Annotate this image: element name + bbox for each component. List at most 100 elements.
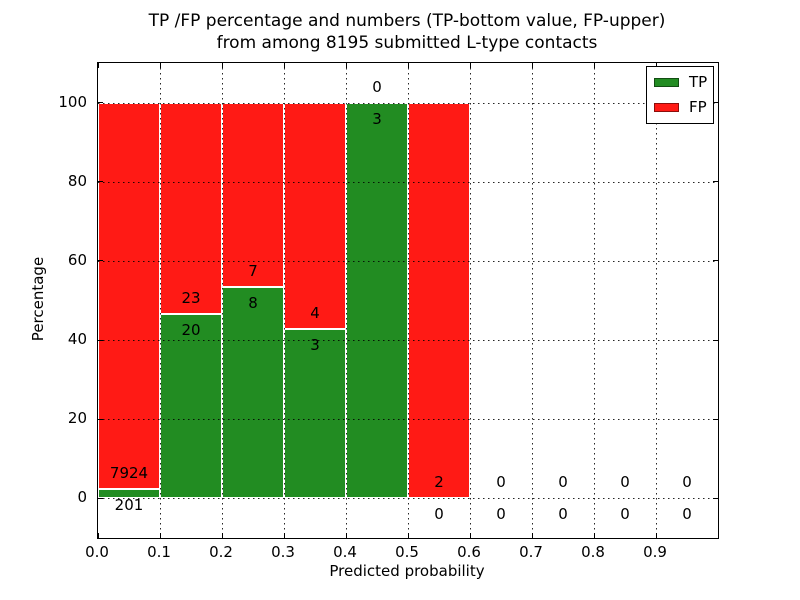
x-tick-label: 0.0 xyxy=(85,543,109,561)
chart-title-line2: from among 8195 submitted L-type contact… xyxy=(216,33,598,54)
chart-title: TP /FP percentage and numbers (TP-bottom… xyxy=(57,10,757,55)
legend: TP FP xyxy=(646,66,714,124)
fp-count-label: 0 xyxy=(682,473,692,492)
legend-label: TP xyxy=(689,73,708,91)
bar-segment-tp xyxy=(284,328,346,499)
legend-swatch xyxy=(654,78,679,87)
x-tick-label: 0.1 xyxy=(147,543,171,561)
x-tick-bottom xyxy=(593,533,595,538)
x-tick-top xyxy=(159,63,161,68)
bar-segment-fp xyxy=(98,102,160,489)
y-tick-right xyxy=(713,102,718,104)
fp-count-label: 2 xyxy=(434,473,444,492)
y-tick-left xyxy=(98,181,103,183)
legend-label: FP xyxy=(689,98,707,116)
x-tick-top xyxy=(345,63,347,68)
gridline-x xyxy=(532,63,533,538)
gridline-x xyxy=(222,63,223,538)
chart-title-line1: TP /FP percentage and numbers (TP-bottom… xyxy=(148,11,666,31)
fp-count-label: 0 xyxy=(496,473,506,492)
plot-area: 7924 201 23 20 7 8 4 3 0 3 2 0 0 0 0 0 0 0 0 0 xyxy=(97,62,719,539)
y-axis-label: Percentage xyxy=(29,256,47,342)
fp-count-label: 0 xyxy=(558,473,568,492)
x-tick-label: 0.8 xyxy=(581,543,605,561)
y-tick-label: 60 xyxy=(67,250,87,269)
bar-segment-fp xyxy=(160,102,222,315)
bar-segment-fp xyxy=(284,102,346,329)
x-tick-label: 0.3 xyxy=(271,543,295,561)
y-tick-right xyxy=(713,418,718,420)
x-tick-top xyxy=(655,63,657,68)
gridline-x xyxy=(408,63,409,538)
x-tick-bottom xyxy=(159,533,161,538)
x-tick-bottom xyxy=(283,533,285,538)
x-tick-label: 0.4 xyxy=(333,543,357,561)
fp-count-label: 4 xyxy=(310,303,320,322)
x-tick-top xyxy=(97,63,99,68)
tp-count-label: 3 xyxy=(310,335,320,354)
y-tick-label: 40 xyxy=(67,330,87,349)
bar-segment-tp xyxy=(222,287,284,499)
x-tick-bottom xyxy=(655,533,657,538)
gridline-x xyxy=(470,63,471,538)
tp-count-label: 0 xyxy=(682,505,692,524)
legend-item: FP xyxy=(654,100,713,115)
fp-count-label: 0 xyxy=(620,473,630,492)
x-tick-label: 0.2 xyxy=(209,543,233,561)
gridline-x xyxy=(656,63,657,538)
bar-segment-fp xyxy=(408,102,470,499)
x-tick-label: 0.5 xyxy=(395,543,419,561)
x-tick-label: 0.9 xyxy=(643,543,667,561)
x-tick-bottom xyxy=(531,533,533,538)
y-tick-left xyxy=(98,497,103,499)
y-tick-left xyxy=(98,418,103,420)
y-tick-label: 100 xyxy=(58,92,87,111)
y-tick-right xyxy=(713,260,718,262)
y-tick-left xyxy=(98,102,103,104)
legend-item: TP xyxy=(654,75,713,90)
x-tick-bottom xyxy=(345,533,347,538)
fp-count-label: 23 xyxy=(181,289,201,308)
gridline-x xyxy=(160,63,161,538)
x-tick-top xyxy=(469,63,471,68)
y-tick-label: 20 xyxy=(67,409,87,428)
tp-count-label: 8 xyxy=(248,294,258,313)
x-tick-label: 0.7 xyxy=(519,543,543,561)
y-tick-label: 0 xyxy=(77,488,87,507)
tp-count-label: 0 xyxy=(496,505,506,524)
x-tick-top xyxy=(221,63,223,68)
tp-count-label: 0 xyxy=(434,505,444,524)
x-tick-top xyxy=(593,63,595,68)
x-tick-top xyxy=(407,63,409,68)
tp-count-label: 0 xyxy=(558,505,568,524)
x-tick-label: 0.6 xyxy=(457,543,481,561)
legend-swatch xyxy=(654,103,679,112)
tp-count-label: 20 xyxy=(181,321,201,340)
fp-count-label: 7924 xyxy=(109,463,149,482)
x-axis-label: Predicted probability xyxy=(329,562,485,580)
bar-segment-fp xyxy=(222,102,284,288)
x-tick-top xyxy=(283,63,285,68)
tp-count-label: 3 xyxy=(372,109,382,128)
y-tick-left xyxy=(98,260,103,262)
y-tick-left xyxy=(98,339,103,341)
x-tick-bottom xyxy=(221,533,223,538)
x-tick-bottom xyxy=(469,533,471,538)
fp-count-label: 7 xyxy=(248,262,258,281)
y-tick-right xyxy=(713,181,718,183)
y-tick-label: 80 xyxy=(67,171,87,190)
gridline-x xyxy=(594,63,595,538)
tp-count-label: 0 xyxy=(620,505,630,524)
y-tick-right xyxy=(713,497,718,499)
bar-segment-tp xyxy=(160,314,222,499)
y-tick-right xyxy=(713,339,718,341)
bar-segment-tp xyxy=(98,488,160,499)
gridline-x xyxy=(284,63,285,538)
tp-count-label: 201 xyxy=(114,495,144,514)
fp-count-label: 0 xyxy=(372,77,382,96)
x-tick-bottom xyxy=(407,533,409,538)
bar-segment-tp xyxy=(346,102,408,499)
x-tick-bottom xyxy=(97,533,99,538)
gridline-x xyxy=(346,63,347,538)
